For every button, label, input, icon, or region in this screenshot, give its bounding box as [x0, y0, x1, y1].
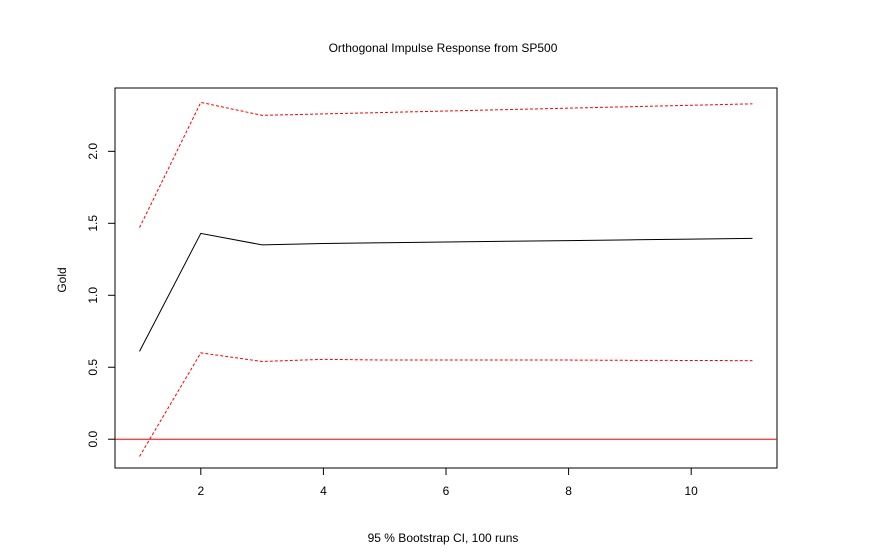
x-tick-label: 2: [197, 484, 204, 498]
y-axis: 0.0 0.5 1.0 1.5 2.0: [86, 143, 116, 448]
y-tick-label: 2.0: [86, 143, 100, 160]
series-line-response: [139, 232, 753, 352]
chart-title: Orthogonal Impulse Response from SP500: [329, 41, 558, 55]
plot-frame: [114, 87, 778, 469]
y-tick-label: 1.5: [86, 215, 100, 232]
x-axis: 2 4 6 8 10: [197, 467, 699, 498]
y-tick-label: 0.5: [86, 359, 100, 376]
x-tick-label: 4: [320, 484, 327, 498]
series-line-lower: [139, 352, 753, 457]
series-line-upper: [139, 101, 753, 228]
x-tick-label: 6: [443, 484, 450, 498]
y-tick-label: 0.0: [86, 431, 100, 448]
x-axis-title: 95 % Bootstrap CI, 100 runs: [368, 531, 519, 545]
x-tick-label: 8: [565, 484, 572, 498]
y-axis-title: Gold: [55, 267, 69, 292]
y-tick-label: 1.0: [86, 287, 100, 304]
x-tick-label: 10: [685, 484, 699, 498]
